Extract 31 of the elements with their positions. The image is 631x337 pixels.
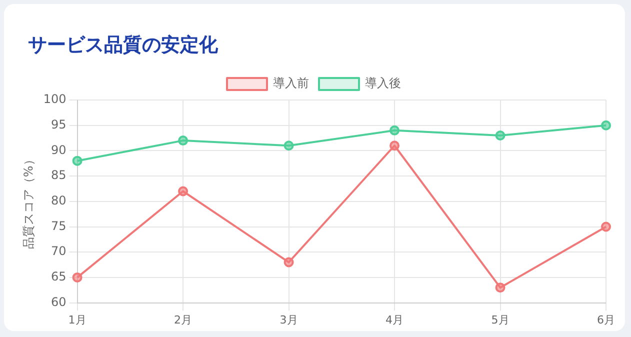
x-tick-label: 6月 <box>597 313 615 326</box>
point <box>72 272 82 282</box>
point <box>495 130 506 140</box>
y-tick-label: 85 <box>51 168 66 182</box>
legend-label: 導入前 <box>273 76 309 90</box>
point <box>284 140 294 151</box>
point <box>284 257 294 268</box>
point <box>178 136 188 146</box>
legend-label: 導入後 <box>365 76 401 90</box>
x-tick-label: 5月 <box>491 313 510 326</box>
y-tick-label: 70 <box>51 244 66 258</box>
point <box>72 156 82 166</box>
x-tick-label: 3月 <box>280 313 298 326</box>
x-tick-label: 1月 <box>68 313 86 326</box>
y-tick-label: 100 <box>43 92 66 106</box>
x-tick-label: 4月 <box>386 313 404 326</box>
point <box>495 282 506 293</box>
point <box>390 125 400 136</box>
y-tick-label: 90 <box>51 142 66 157</box>
point <box>601 222 611 232</box>
y-tick-label: 80 <box>51 194 66 208</box>
y-tick-label: 65 <box>51 270 66 284</box>
y-axis-title: 品質スコア（%） <box>21 154 36 250</box>
point <box>178 186 188 196</box>
point <box>390 140 400 151</box>
point <box>601 120 611 130</box>
y-tick-label: 75 <box>51 218 66 233</box>
y-tick-label: 95 <box>51 117 66 132</box>
chart-title: サービス品質の安定化 <box>28 33 218 58</box>
x-tick-label: 2月 <box>174 313 192 326</box>
y-tick-label: 60 <box>51 294 66 309</box>
